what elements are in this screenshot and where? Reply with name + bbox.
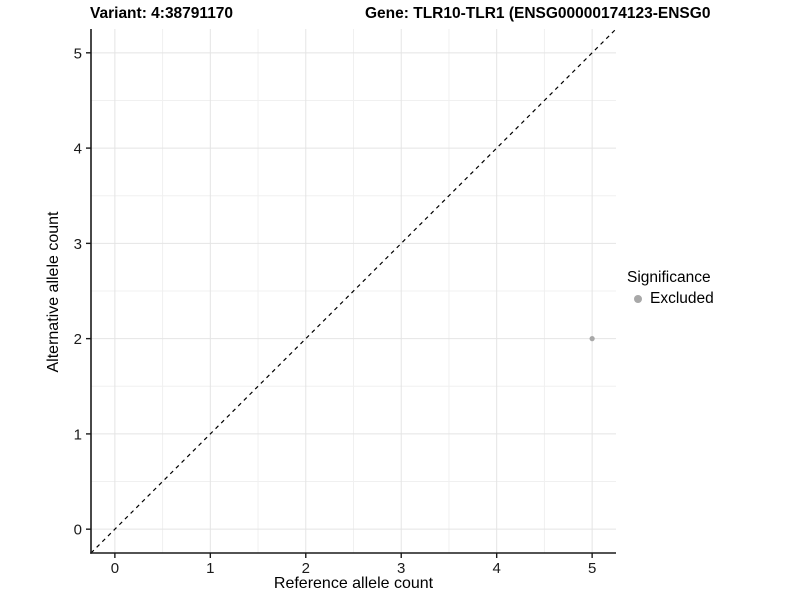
excluded-point-icon [634,294,642,303]
x-tick-label: 2 [302,560,310,577]
legend-item-excluded: Excluded [627,289,714,308]
y-tick-label: 5 [74,45,82,62]
identity-line [90,28,617,554]
y-tick-label: 3 [74,236,82,253]
legend-title: Significance [627,269,711,286]
gene-title: Gene: TLR10-TLR1 (ENSG00000174123-ENSG0 [365,5,711,22]
y-tick-label: 4 [74,141,82,158]
y-tick-label: 2 [74,331,82,348]
legend: Significance Excluded [627,268,714,308]
x-axis-title: Reference allele count [273,575,434,592]
legend-item-label: Excluded [650,290,714,307]
variant-title: Variant: 4:38791170 [90,5,234,22]
x-tick-label: 3 [397,560,405,577]
x-tick-label: 0 [111,560,119,577]
x-tick-label: 1 [206,560,214,577]
y-axis-title: Alternative allele count [45,211,62,373]
y-tick-label: 1 [74,426,82,443]
y-tick-label: 0 [74,522,82,539]
x-tick-label: 4 [493,560,501,577]
data-point-excluded [589,336,595,342]
x-tick-label: 5 [588,560,596,577]
